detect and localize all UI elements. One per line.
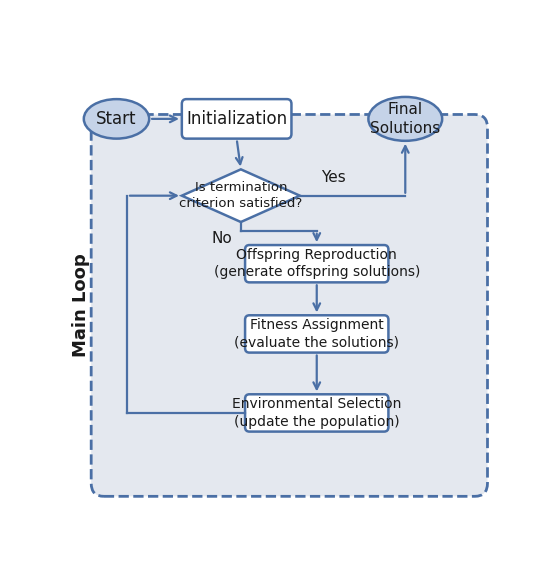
Text: Fitness Assignment
(evaluate the solutions): Fitness Assignment (evaluate the solutio… [234, 318, 399, 349]
FancyBboxPatch shape [245, 394, 388, 431]
FancyBboxPatch shape [245, 315, 388, 353]
Ellipse shape [84, 99, 149, 139]
Polygon shape [182, 169, 300, 222]
Text: Is termination
criterion satisfied?: Is termination criterion satisfied? [179, 181, 302, 210]
Ellipse shape [368, 97, 442, 141]
Text: Initialization: Initialization [186, 110, 287, 128]
Text: Environmental Selection
(update the population): Environmental Selection (update the popu… [232, 397, 401, 429]
FancyBboxPatch shape [245, 245, 388, 282]
Text: Start: Start [96, 110, 137, 128]
Text: No: No [212, 231, 232, 246]
Text: Main Loop: Main Loop [72, 254, 90, 357]
Text: Final
Solutions: Final Solutions [370, 102, 441, 136]
Text: Offspring Reproduction
(generate offspring solutions): Offspring Reproduction (generate offspri… [214, 248, 420, 279]
Text: Yes: Yes [321, 170, 345, 185]
FancyBboxPatch shape [91, 115, 487, 496]
FancyBboxPatch shape [182, 99, 292, 139]
